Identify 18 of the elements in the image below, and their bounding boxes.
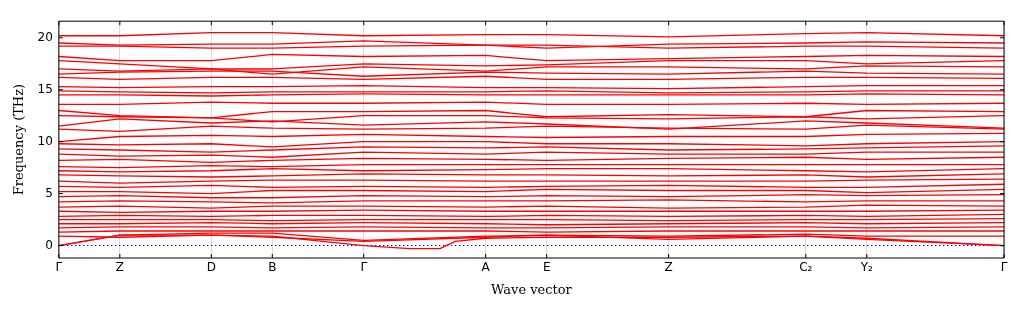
x-tick-label: D — [206, 260, 216, 275]
y-tick-label: 5 — [45, 185, 53, 200]
x-axis-title: Wave vector — [491, 281, 573, 297]
x-tick-label: B — [268, 260, 277, 275]
x-tick-label: C₂ — [799, 260, 813, 275]
y-tick-label: 10 — [37, 133, 53, 148]
x-tick-label: Γ — [360, 260, 368, 275]
x-tick-label: Z — [664, 260, 673, 275]
x-tick-label: Γ — [1000, 260, 1008, 275]
x-tick-label: E — [542, 260, 551, 275]
x-tick-label: Γ — [55, 260, 63, 275]
x-tick-label: Z — [115, 260, 124, 275]
x-tick-label: A — [481, 260, 491, 275]
y-tick-label: 20 — [37, 29, 53, 44]
y-tick-label: 15 — [37, 81, 53, 96]
y-tick-label: 0 — [45, 237, 53, 252]
x-tick-label: Y₂ — [859, 260, 874, 275]
y-axis-title: Frequency (THz) — [11, 83, 27, 196]
